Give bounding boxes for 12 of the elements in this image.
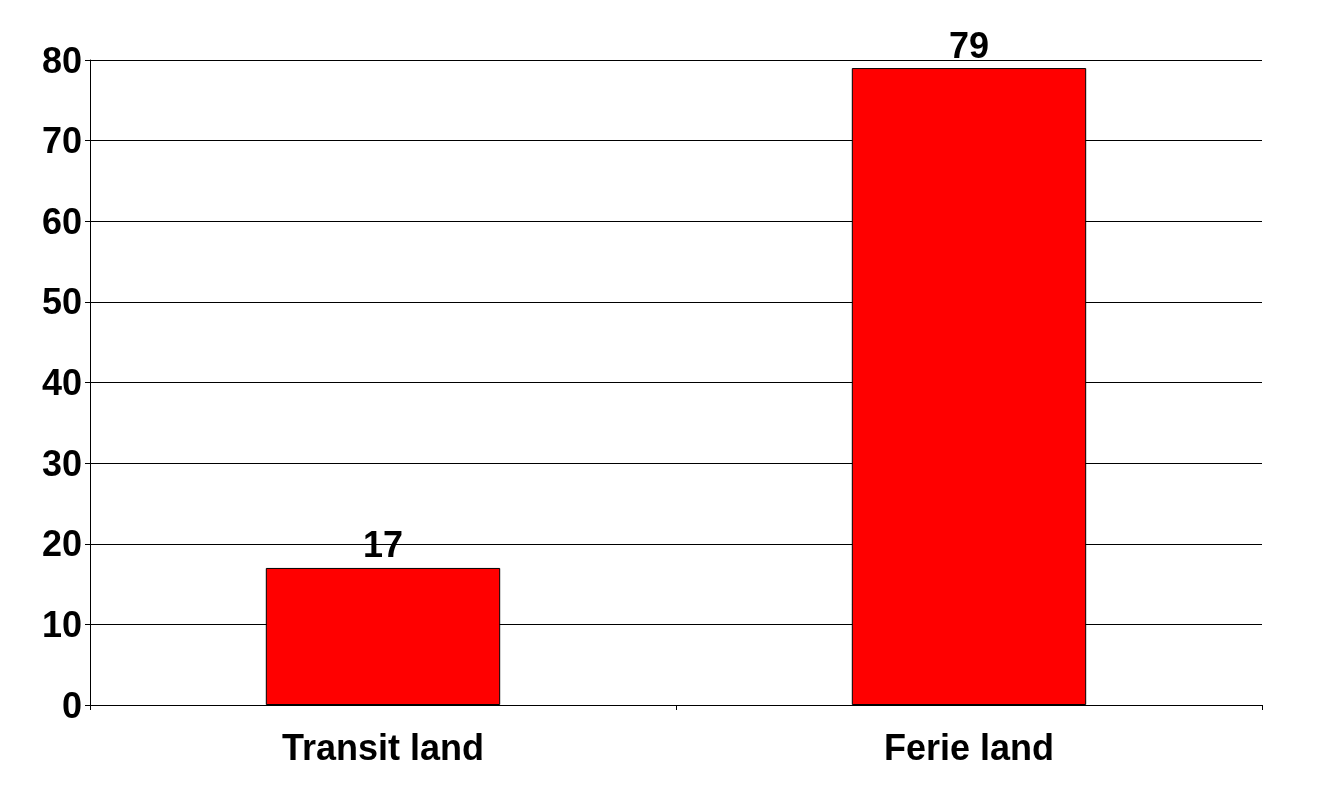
y-tick-label: 60 bbox=[41, 200, 82, 242]
y-tick-label: 20 bbox=[41, 523, 82, 565]
x-tick-label: Transit land bbox=[281, 726, 485, 768]
y-tick-label: 50 bbox=[41, 281, 82, 323]
y-tick-label: 10 bbox=[41, 603, 82, 645]
data-label: 79 bbox=[948, 24, 990, 66]
y-tick-label: 30 bbox=[41, 442, 82, 484]
y-tick-label: 80 bbox=[41, 39, 82, 81]
x-tick-label: Ferie land bbox=[883, 726, 1055, 768]
y-tick-label: 0 bbox=[61, 684, 82, 726]
y-tick-label: 70 bbox=[41, 120, 82, 162]
y-tick-label: 40 bbox=[41, 362, 82, 403]
